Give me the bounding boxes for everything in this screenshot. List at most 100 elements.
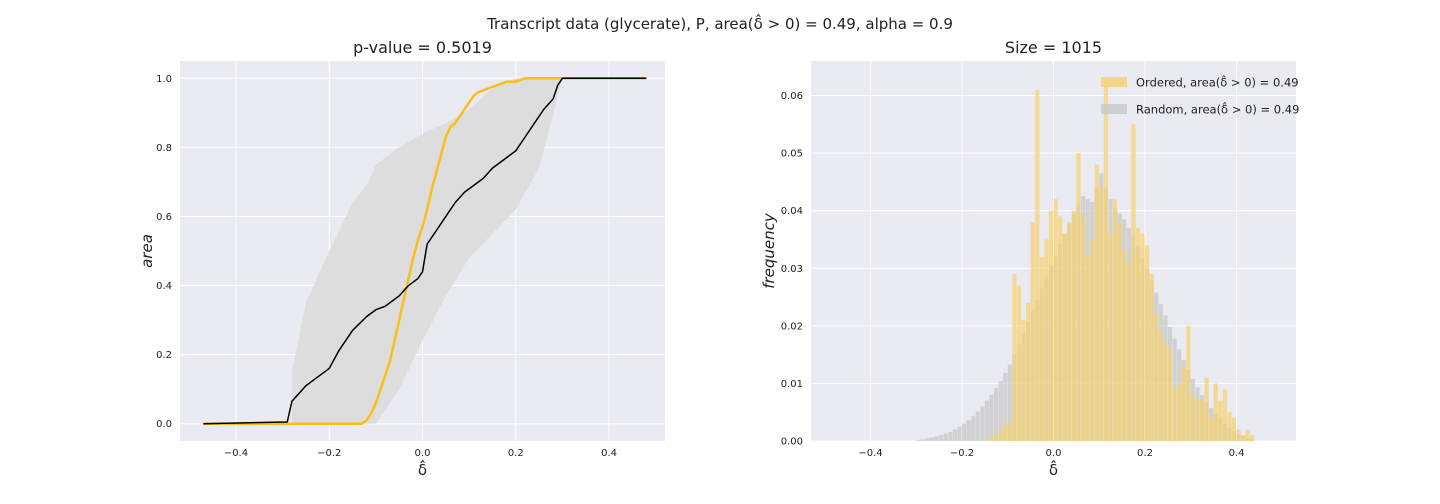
y-tick-label: 1.0 <box>156 74 172 85</box>
y-tick-label: 0.05 <box>781 149 803 160</box>
histogram-bar-random <box>957 426 962 441</box>
histogram-bar-ordered <box>1053 199 1058 441</box>
y-tick-label: 0.0 <box>156 419 172 430</box>
histogram-bar-random <box>989 394 994 441</box>
histogram-bar-ordered <box>1250 435 1255 441</box>
histogram-bar-random <box>980 406 985 441</box>
histogram-bar-random <box>948 431 953 441</box>
histogram-x-axis-label: δ̂ <box>1049 459 1058 479</box>
y-tick-label: 0.4 <box>156 281 172 292</box>
y-tick-label: 0.2 <box>156 350 172 361</box>
histogram-bar-random <box>916 439 921 441</box>
histogram-bar-random <box>975 411 980 441</box>
histogram-bar-ordered <box>1126 262 1131 441</box>
histogram-bar-random <box>925 438 930 441</box>
y-tick-label: 0.01 <box>781 379 803 390</box>
legend-swatch-ordered <box>1101 77 1127 87</box>
histogram-bar-random <box>929 437 935 441</box>
histogram-bar-ordered <box>1094 164 1099 441</box>
histogram-bar-ordered <box>1236 429 1241 441</box>
histogram-bar-ordered <box>1241 435 1246 441</box>
histogram-bar-ordered <box>1167 348 1173 441</box>
cdf-x-ticks: −0.4 −0.2 0.0 0.2 0.4 <box>224 448 617 459</box>
histogram-bar-random <box>1003 373 1008 441</box>
histogram-bar-ordered <box>1172 389 1177 441</box>
histogram-title: Size = 1015 <box>1005 38 1102 57</box>
histogram-bar-ordered <box>1154 314 1159 441</box>
x-tick-label: 0.2 <box>508 448 524 459</box>
y-tick-label: 0.06 <box>781 91 803 102</box>
histogram-bar-ordered <box>1067 222 1072 441</box>
histogram-bar-random <box>961 423 967 441</box>
x-tick-label: 0.0 <box>1046 448 1062 459</box>
legend-label-ordered: Ordered, area(δ̂ > 0) = 0.49 <box>1136 73 1299 89</box>
histogram-bar-ordered <box>1035 89 1040 441</box>
legend-label-random: Random, area(δ̂ > 0) = 0.49 <box>1136 100 1299 116</box>
histogram-bar-ordered <box>1222 389 1227 441</box>
histogram-bar-random <box>952 429 958 441</box>
histogram-bar-ordered <box>1026 302 1031 441</box>
histogram-bar-ordered <box>1209 417 1214 441</box>
histogram-bar-ordered <box>1195 400 1200 441</box>
histogram-bar-ordered <box>1231 417 1237 441</box>
histogram-bar-random <box>934 436 939 441</box>
histogram-bar-ordered <box>1016 285 1022 441</box>
histogram-bar-ordered <box>1186 325 1191 441</box>
histogram-bar-ordered <box>1122 251 1127 441</box>
x-tick-label: −0.4 <box>858 448 882 459</box>
cdf-line-ordered <box>203 77 647 425</box>
histogram-bar-random <box>971 416 976 441</box>
histogram-bar-random <box>966 420 971 441</box>
histogram-bar-ordered <box>1030 222 1035 441</box>
histogram-bar-ordered <box>1181 366 1186 441</box>
histogram-bar-ordered <box>1012 274 1017 441</box>
x-tick-label: −0.4 <box>224 448 248 459</box>
histogram-y-ticks: 0.00 0.01 0.02 0.03 0.04 0.05 0.06 <box>781 91 803 447</box>
y-tick-label: 0.8 <box>156 143 172 154</box>
y-tick-label: 0.6 <box>156 212 172 223</box>
cdf-line-random <box>203 77 647 425</box>
cdf-confidence-band <box>291 78 563 424</box>
histogram-bar-ordered <box>1021 320 1026 441</box>
x-tick-label: 0.0 <box>415 448 431 459</box>
histogram-bar-ordered <box>1062 233 1067 441</box>
cdf-panel: −0.4 −0.2 0.0 0.2 0.4 0.0 0.2 0.4 0.6 0.8 1.0 p-v… <box>138 38 665 479</box>
histogram-bar-ordered <box>1204 377 1209 441</box>
cdf-y-axis-label: area <box>138 234 156 268</box>
histogram-bar-ordered <box>1003 423 1008 441</box>
histogram-bar-ordered <box>1048 210 1054 441</box>
x-tick-label: 0.4 <box>1229 448 1245 459</box>
histogram-bar-ordered <box>1007 423 1012 441</box>
cdf-lines <box>203 77 647 425</box>
histogram-bar-ordered <box>1108 233 1113 441</box>
histogram-bar-random <box>998 381 1003 441</box>
histogram-bar-ordered <box>989 435 994 441</box>
histogram-bar-random <box>984 400 990 441</box>
histogram-bar-ordered <box>1177 383 1182 441</box>
histogram-bar-ordered <box>1085 256 1090 441</box>
histogram-bar-ordered <box>1071 210 1076 441</box>
histogram-bar-ordered <box>1076 153 1081 441</box>
histogram-bar-random <box>920 439 925 441</box>
x-tick-label: −0.2 <box>950 448 974 459</box>
histogram-bar-ordered <box>1245 429 1250 441</box>
histogram-bar-ordered <box>1227 412 1232 441</box>
histogram-bar-random <box>939 435 944 441</box>
histogram-bar-ordered <box>1103 84 1109 441</box>
x-tick-label: 0.4 <box>601 448 617 459</box>
histogram-bar-ordered <box>1163 343 1168 441</box>
histogram-bar-ordered <box>1213 383 1218 441</box>
histogram-bar-ordered <box>1190 394 1195 441</box>
histogram-bar-random <box>994 388 999 441</box>
histogram-bar-ordered <box>1080 216 1086 441</box>
histogram-bar-ordered <box>1112 199 1118 441</box>
legend-swatch-random <box>1101 104 1127 114</box>
histogram-bar-random <box>943 433 948 441</box>
histogram-bar-random <box>1007 364 1012 441</box>
histogram-bar-ordered <box>1117 222 1122 441</box>
histogram-bar-ordered <box>1044 239 1049 441</box>
histogram-ordered-bars <box>989 84 1255 441</box>
histogram-bar-ordered <box>1090 239 1095 441</box>
